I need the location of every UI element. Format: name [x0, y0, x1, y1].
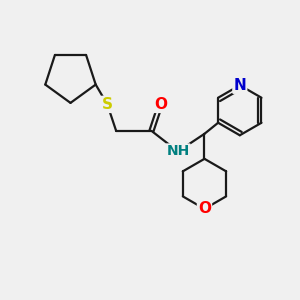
- Text: O: O: [198, 201, 211, 216]
- Text: O: O: [154, 97, 167, 112]
- Text: S: S: [102, 97, 113, 112]
- Text: N: N: [233, 78, 246, 93]
- Text: NH: NH: [166, 145, 190, 158]
